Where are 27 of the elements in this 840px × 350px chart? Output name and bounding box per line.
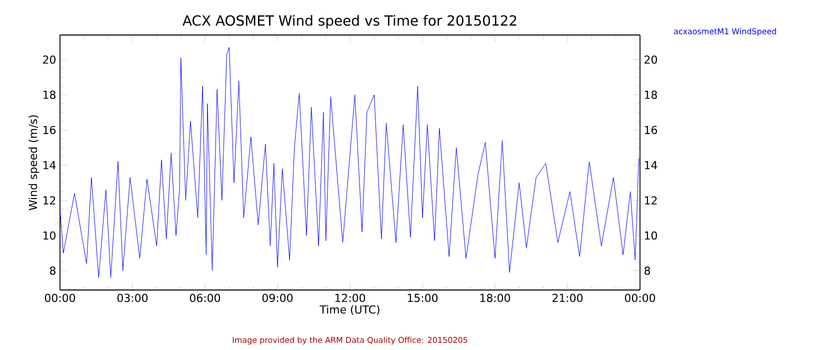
x-axis-title: Time (UTC)	[320, 305, 380, 315]
y-tick-label: 10	[43, 231, 56, 240]
x-tick-label: 18:00	[480, 294, 510, 302]
y-tick-label: 12	[43, 196, 56, 204]
x-tick-label: 09:00	[262, 294, 293, 302]
y2-tick-label: 18	[644, 90, 657, 99]
y-axis-title: Wind speed (m/s)	[28, 115, 40, 210]
y2-tick-label: 8	[644, 266, 650, 275]
y-tick-label: 18	[43, 90, 56, 99]
x-tick-label: 00:00	[44, 294, 76, 302]
x-tick-label: 03:00	[117, 294, 148, 302]
x-tick-label: 12:00	[335, 294, 366, 302]
y2-tick-label: 12	[644, 196, 657, 204]
chart-title: ACX AOSMET Wind speed vs Time for 20150122	[182, 14, 516, 28]
y2-tick-label: 10	[644, 231, 657, 240]
y2-tick-label: 14	[644, 161, 658, 170]
y-tick-label: 14	[43, 161, 56, 170]
y-tick-label: 8	[50, 266, 56, 275]
y2-tick-label: 20	[644, 55, 657, 64]
x-tick-label: 00:00	[624, 294, 656, 302]
x-tick-label: 06:00	[190, 294, 220, 302]
y2-tick-label: 16	[644, 126, 658, 134]
y-tick-label: 16	[43, 126, 56, 134]
line-series	[60, 47, 640, 278]
x-tick-label: 15:00	[408, 294, 438, 302]
y-tick-label: 20	[43, 55, 56, 64]
x-tick-label: 21:00	[552, 294, 583, 302]
